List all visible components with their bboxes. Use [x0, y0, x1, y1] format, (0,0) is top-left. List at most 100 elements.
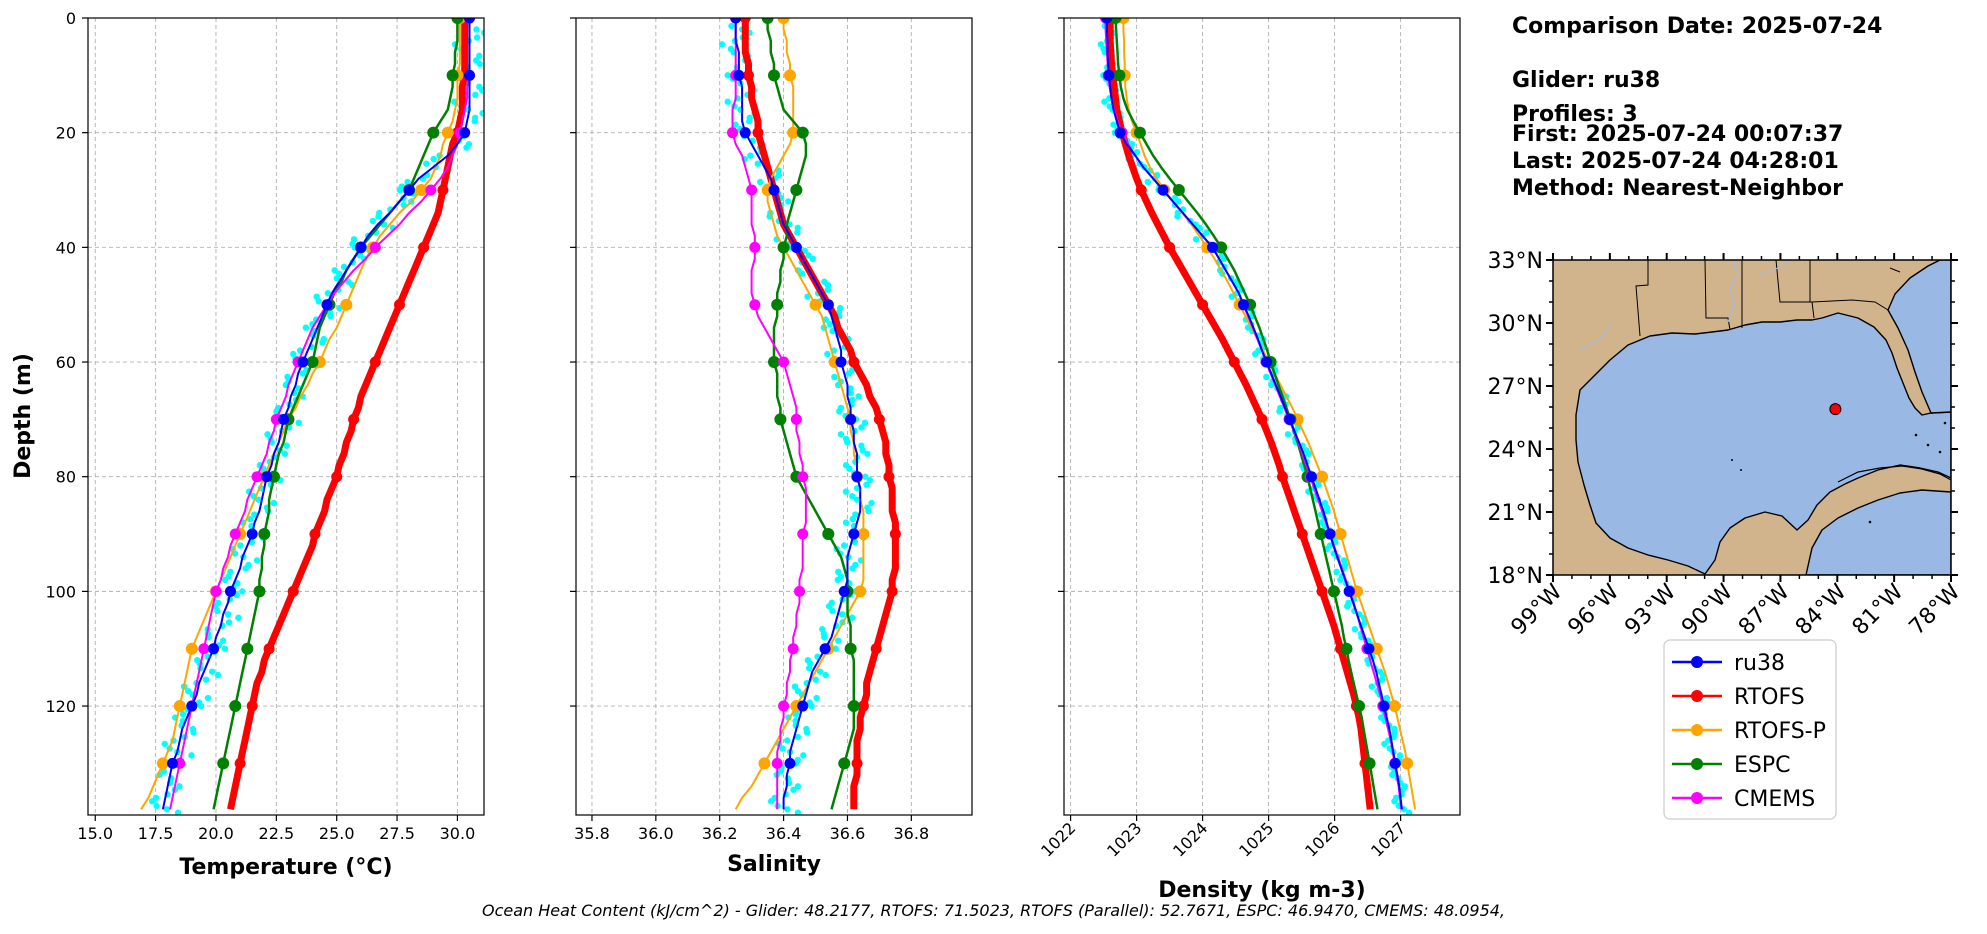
map-lat-label: 21°N [1488, 501, 1543, 526]
salinity-xtick-label: 36.8 [894, 824, 930, 843]
salinity-raw-point [844, 439, 851, 446]
density-line-espc [1114, 18, 1379, 810]
last-profile-time: Last: 2025-07-24 04:28:01 [1512, 149, 1839, 174]
temperature-raw-point [264, 431, 271, 438]
salinity-marker-espc [790, 184, 803, 197]
temperature-raw-point [225, 619, 233, 626]
density-marker-ru38 [1157, 184, 1169, 196]
map-island [1943, 421, 1947, 425]
density-marker-ru38 [1284, 413, 1296, 425]
temperature-raw-point [161, 740, 168, 748]
density-xlabel: Density (kg m-3) [1158, 878, 1366, 903]
temperature-marker-espc [427, 126, 440, 139]
temperature-raw-point [471, 118, 478, 125]
salinity-raw-point [845, 370, 853, 377]
salinity-raw-point [863, 481, 870, 488]
salinity-marker-cmems [797, 471, 809, 483]
salinity-raw-point [849, 515, 856, 523]
map-atlantic-water [1887, 260, 1951, 414]
temperature-marker-espc [229, 700, 242, 713]
temperature-marker-ru38 [261, 471, 273, 483]
depth-ytick-label: 120 [45, 697, 76, 716]
salinity-axes-frame [575, 17, 973, 816]
density-raw-point [1268, 381, 1275, 389]
temperature-marker-ru38 [464, 18, 476, 24]
salinity-series [726, 18, 901, 810]
density-marker-rtofs [1256, 413, 1268, 425]
temperature-raw-point [239, 588, 246, 595]
salinity-raw-point [839, 611, 846, 618]
temperature-marker-rtofs [263, 643, 275, 655]
density-line-rtofs [1106, 18, 1374, 810]
temperature-marker-cmems [198, 643, 210, 655]
salinity-marker-espc [822, 528, 835, 541]
salinity-raw-point [861, 419, 869, 427]
salinity-marker-rtofs [886, 585, 898, 597]
salinity-marker-ru38 [790, 241, 802, 253]
salinity-raw-point [831, 373, 838, 381]
temperature-marker-cmems [369, 241, 381, 253]
temperature-raw-point [179, 710, 187, 718]
temperature-line-cmems [169, 18, 471, 810]
temperature-marker-espc [253, 585, 266, 598]
salinity-raw-point [800, 752, 807, 759]
salinity-raw-point [842, 488, 850, 495]
temperature-raw-point [315, 298, 322, 305]
salinity-raw-point [832, 645, 839, 652]
temperature-xtick-label: 20.0 [198, 824, 234, 843]
salinity-raw-point [732, 121, 739, 128]
map-lat-label: 18°N [1488, 564, 1543, 589]
density-marker-ru38 [1363, 643, 1375, 655]
salinity-marker-rtofs [889, 528, 901, 540]
salinity-marker-espc [847, 700, 860, 713]
map-island [1740, 469, 1742, 471]
temperature-raw-point [423, 160, 430, 167]
depth-ytick-label: 100 [45, 582, 76, 601]
map-border-alabama [1775, 260, 1815, 319]
temperature-raw-point [197, 702, 205, 710]
map-border-florida [1811, 299, 1889, 311]
salinity-raw-point [791, 683, 799, 690]
density-raw-point [1337, 576, 1344, 584]
salinity-raw-point [849, 614, 856, 621]
temperature-marker-rtofs [234, 757, 246, 769]
density-raw-point [1192, 236, 1200, 243]
map-lon-label: 81°W [1848, 579, 1909, 640]
salinity-raw-point [849, 493, 856, 500]
temperature-marker-rtofs [287, 585, 299, 597]
density-marker-rtofs-p [1334, 528, 1347, 541]
salinity-raw-point [790, 786, 797, 793]
density-line-cmems [1104, 18, 1403, 810]
salinity-raw-point [784, 806, 791, 813]
salinity-raw-point [834, 576, 841, 584]
salinity-marker-rtofs-p [854, 585, 867, 598]
gulf-map: 33°N30°N27°N24°N21°N18°N99°W96°W93°W90°W… [1488, 249, 1966, 640]
density-raw-point [1351, 626, 1359, 633]
temperature-marker-espc [306, 356, 319, 369]
temperature-raw-point [242, 565, 249, 572]
map-island [1731, 459, 1733, 461]
salinity-raw-point [746, 118, 753, 125]
map-lon-label: 93°W [1620, 579, 1681, 640]
salinity-panel: 35.8 36.0 36.2 36.4 36.6 36.8 Salinity [570, 17, 973, 877]
salinity-raw-point [859, 447, 866, 454]
temperature-raw-point [235, 614, 242, 621]
temperature-marker-ru38 [355, 241, 367, 253]
density-raw-point [1276, 408, 1283, 415]
glider-name: Glider: ru38 [1512, 68, 1661, 93]
map-lat-label: 24°N [1488, 438, 1543, 463]
salinity-marker-cmems [726, 127, 738, 139]
temperature-raw-point [404, 178, 411, 186]
density-marker-ru38 [1101, 18, 1113, 24]
map-border-carolina [1889, 267, 1901, 273]
density-marker-rtofs-p [1370, 642, 1383, 655]
density-xtick-label: 1027 [1367, 818, 1409, 860]
salinity-marker-ru38 [733, 69, 745, 81]
legend-marker-ru38 [1691, 656, 1703, 668]
salinity-marker-ru38 [848, 528, 860, 540]
density-xtick-label: 1023 [1103, 818, 1145, 860]
temperature-raw-point [185, 687, 192, 695]
salinity-marker-espc [771, 298, 784, 311]
map-gulf-water [1575, 312, 1951, 575]
temperature-raw-point [160, 768, 167, 775]
